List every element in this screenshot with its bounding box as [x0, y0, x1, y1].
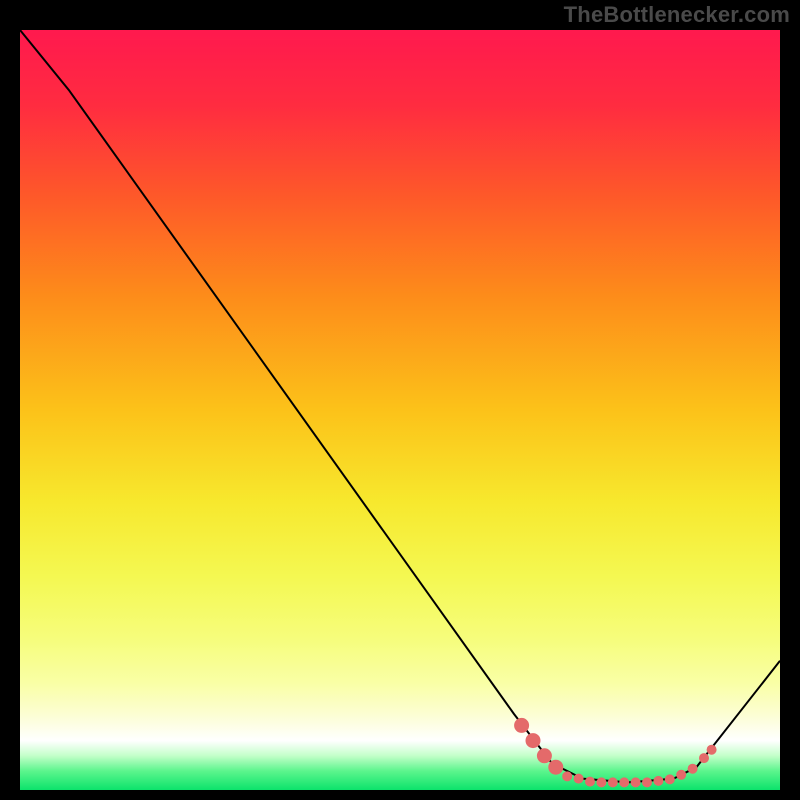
- curve-marker: [688, 764, 697, 773]
- curve-marker: [526, 734, 540, 748]
- curve-marker: [537, 749, 551, 763]
- watermark-text: TheBottlenecker.com: [564, 2, 790, 28]
- curve-marker: [643, 778, 652, 787]
- curve-marker: [620, 778, 629, 787]
- curve-marker: [515, 718, 529, 732]
- curve-marker: [707, 745, 716, 754]
- curve-marker: [563, 772, 572, 781]
- curve-marker: [700, 754, 709, 763]
- curve-marker: [677, 770, 686, 779]
- curve-marker: [654, 776, 663, 785]
- curve-marker: [631, 778, 640, 787]
- curve-marker: [597, 778, 606, 787]
- curve-marker: [549, 760, 563, 774]
- curve-marker: [665, 775, 674, 784]
- curve-marker: [608, 778, 617, 787]
- gradient-background: [20, 30, 780, 790]
- curve-marker: [574, 774, 583, 783]
- bottleneck-plot: [0, 0, 800, 800]
- curve-marker: [586, 777, 595, 786]
- chart-container: TheBottlenecker.com: [0, 0, 800, 800]
